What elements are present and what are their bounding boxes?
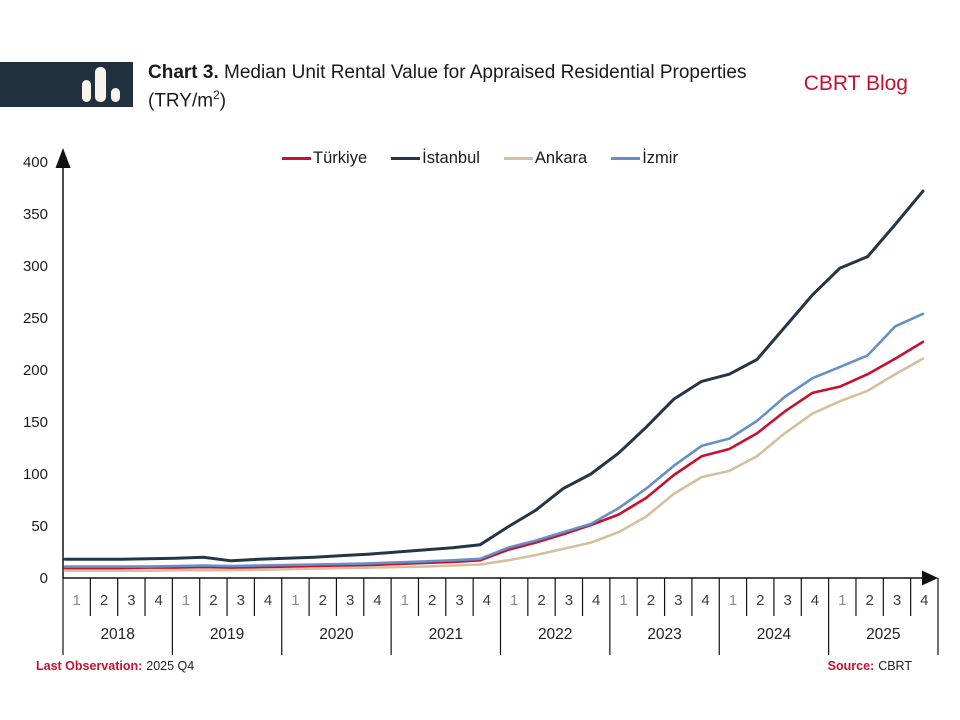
quarter-label: 4 bbox=[155, 592, 163, 609]
legend-label: Ankara bbox=[534, 149, 588, 167]
quarter-label: 4 bbox=[264, 592, 272, 609]
legend-swatch-icon bbox=[282, 157, 312, 160]
quarter-label: 1 bbox=[291, 592, 299, 609]
legend-item-türkiye: Türkiye bbox=[282, 149, 367, 168]
quarter-label: 4 bbox=[811, 592, 819, 609]
line-chart: 0 50 100 150 200 250 300 350 400 1 2 3 4 1 2 3 4 1 2 3 4 1 2 3 4… bbox=[23, 148, 939, 655]
quarter-label: 2 bbox=[865, 592, 873, 609]
cbrt-logo bbox=[0, 62, 133, 107]
y-tick-label: 200 bbox=[23, 362, 48, 379]
y-tick-label: 0 bbox=[40, 570, 48, 587]
quarter-label: 2 bbox=[537, 592, 545, 609]
source-label: Source: bbox=[827, 659, 875, 673]
page-title: Chart 3. Median Unit Rental Value for Ap… bbox=[148, 60, 748, 115]
source-value: CBRT bbox=[878, 659, 912, 673]
quarter-label: 3 bbox=[674, 592, 682, 609]
quarter-label: 2 bbox=[100, 592, 108, 609]
last-observation: Last Observation: 2025 Q4 bbox=[36, 659, 194, 673]
legend-item-i̇stanbul: İstanbul bbox=[391, 149, 480, 168]
quarter-label: 4 bbox=[920, 592, 928, 609]
quarter-label: 4 bbox=[483, 592, 491, 609]
quarter-label: 3 bbox=[237, 592, 245, 609]
quarter-label: 3 bbox=[127, 592, 135, 609]
chart-legend: Türkiye İstanbul Ankara İzmir bbox=[0, 149, 960, 168]
series-line-türkiye bbox=[63, 340, 925, 570]
year-label: 2020 bbox=[319, 626, 354, 643]
quarter-label: 1 bbox=[510, 592, 518, 609]
quarter-label: 1 bbox=[838, 592, 846, 609]
year-label: 2024 bbox=[757, 626, 792, 643]
y-tick-label: 250 bbox=[23, 310, 48, 327]
quarter-label: 1 bbox=[182, 592, 190, 609]
quarter-label: 4 bbox=[373, 592, 381, 609]
bar-chart-icon bbox=[82, 67, 120, 102]
quarter-label: 2 bbox=[319, 592, 327, 609]
legend-item-ankara: Ankara bbox=[503, 149, 588, 168]
quarter-label: 4 bbox=[701, 592, 709, 609]
year-label: 2018 bbox=[100, 626, 134, 643]
page-title-close: ) bbox=[219, 90, 227, 112]
legend-swatch-icon bbox=[391, 157, 421, 160]
legend-item-i̇zmir: İzmir bbox=[611, 149, 678, 168]
year-label: 2022 bbox=[538, 626, 572, 643]
quarter-label: 3 bbox=[783, 592, 791, 609]
page-title-main: Median Unit Rental Value for Appraised R… bbox=[148, 62, 747, 112]
quarter-label: 1 bbox=[401, 592, 409, 609]
series-line-ankara bbox=[63, 357, 925, 573]
y-tick-label: 150 bbox=[23, 414, 48, 431]
quarter-label: 1 bbox=[729, 592, 737, 609]
quarter-label: 2 bbox=[428, 592, 436, 609]
quarter-label: 2 bbox=[209, 592, 217, 609]
quarter-label: 3 bbox=[346, 592, 354, 609]
quarter-label: 1 bbox=[73, 592, 81, 609]
last-observation-label: Last Observation: bbox=[36, 659, 143, 673]
series-line-i̇zmir bbox=[63, 312, 925, 568]
page-title-superscript: 2 bbox=[213, 87, 220, 102]
legend-label: Türkiye bbox=[313, 149, 368, 167]
page-title-prefix: Chart 3. bbox=[148, 62, 219, 83]
year-label: 2023 bbox=[647, 626, 681, 643]
quarter-label: 3 bbox=[893, 592, 901, 609]
y-tick-label: 350 bbox=[23, 206, 48, 223]
legend-label: İstanbul bbox=[422, 149, 480, 167]
quarter-label: 1 bbox=[619, 592, 627, 609]
source: Source: CBRT bbox=[828, 659, 912, 673]
last-observation-value: 2025 Q4 bbox=[146, 659, 195, 673]
y-axis-arrow bbox=[55, 148, 71, 168]
year-label: 2025 bbox=[866, 626, 900, 643]
cbrt-blog-wordmark: CBRT Blog bbox=[803, 72, 908, 95]
quarter-label: 4 bbox=[592, 592, 600, 609]
legend-label: İzmir bbox=[642, 149, 678, 167]
year-label: 2019 bbox=[210, 626, 244, 643]
y-tick-label: 400 bbox=[23, 154, 48, 171]
series-line-i̇stanbul bbox=[63, 189, 925, 563]
y-tick-label: 300 bbox=[23, 258, 48, 275]
quarter-label: 2 bbox=[756, 592, 764, 609]
x-axis-arrow bbox=[922, 570, 938, 586]
y-tick-label: 50 bbox=[31, 518, 48, 535]
quarter-label: 3 bbox=[455, 592, 463, 609]
legend-swatch-icon bbox=[503, 157, 533, 160]
year-label: 2021 bbox=[429, 626, 463, 643]
quarter-label: 2 bbox=[647, 592, 655, 609]
y-tick-label: 100 bbox=[23, 466, 48, 483]
legend-swatch-icon bbox=[611, 157, 641, 160]
quarter-label: 3 bbox=[565, 592, 573, 609]
